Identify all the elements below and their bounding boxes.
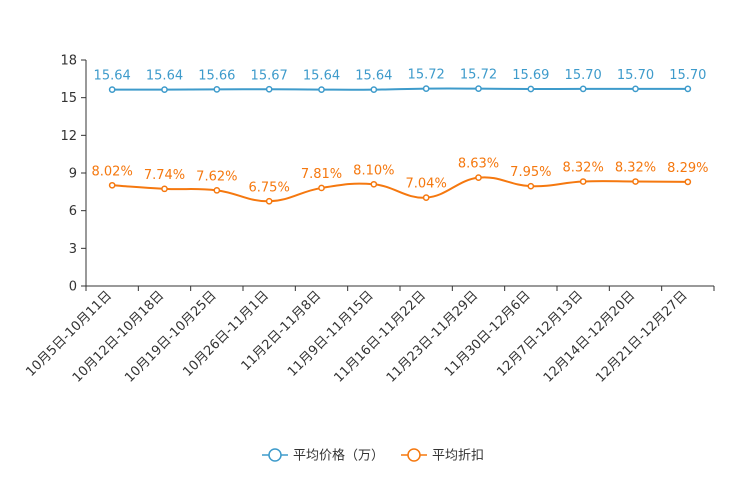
data-label: 8.02% (92, 164, 133, 179)
y-tick-label: 3 (69, 242, 77, 257)
data-point[interactable] (265, 85, 273, 93)
y-tick-label: 6 (69, 204, 77, 219)
data-point[interactable] (632, 178, 639, 185)
data-label: 15.70 (669, 68, 706, 83)
series-2 (108, 174, 692, 205)
x-tick-label: 10月12日-10月18日 (70, 288, 167, 385)
series-line (112, 176, 688, 203)
x-tick-label: 11月23日-11月29日 (384, 288, 481, 385)
data-point[interactable] (527, 85, 535, 93)
data-point[interactable] (108, 181, 116, 189)
data-label: 15.64 (303, 69, 340, 84)
legend-marker (407, 448, 421, 462)
labels-layer: 15.64 15.64 15.66 15.67 15.64 15.64 15.72 15.72… (92, 68, 709, 196)
series-layer (108, 85, 692, 205)
data-label: 7.74% (144, 168, 185, 183)
series-line (112, 87, 688, 91)
data-label: 8.32% (615, 161, 656, 176)
legend-label: 平均折扣 (432, 449, 484, 464)
data-point[interactable] (579, 178, 587, 185)
data-label: 8.32% (563, 161, 604, 176)
data-label: 7.62% (196, 169, 237, 184)
legend-marker (268, 448, 282, 462)
legend-item-2[interactable]: 平均折扣 (401, 448, 484, 464)
data-label: 15.64 (146, 69, 183, 84)
legend[interactable]: 平均价格（万） 平均折扣 (262, 448, 484, 464)
y-tick-label: 12 (60, 129, 77, 144)
x-tick-label: 12月21日-12月27日 (593, 288, 690, 385)
data-label: 7.95% (510, 165, 551, 180)
data-label: 15.72 (460, 68, 497, 83)
data-point[interactable] (579, 85, 587, 93)
y-tick-label: 18 (60, 54, 77, 69)
data-point[interactable] (370, 180, 378, 188)
data-point[interactable] (161, 185, 168, 193)
data-point[interactable] (370, 86, 378, 93)
y-tick-label: 0 (69, 280, 77, 295)
x-tick-label: 10月5日-10月11日 (23, 288, 115, 380)
x-tick-label: 10月19日-10月25日 (122, 288, 219, 385)
data-point[interactable] (632, 85, 639, 93)
data-point[interactable] (422, 194, 430, 201)
data-label: 7.04% (406, 177, 447, 192)
axes: 0 3 6 9 12 15 18 10月5日-10月11日10月12日-10月18日10月19… (23, 54, 715, 386)
legend-label: 平均价格（万） (293, 448, 384, 464)
data-label: 15.64 (94, 69, 131, 84)
y-tick-label: 9 (69, 167, 77, 182)
data-point[interactable] (684, 85, 692, 93)
data-label: 15.70 (617, 68, 654, 83)
data-point[interactable] (527, 182, 535, 190)
data-point[interactable] (684, 178, 692, 186)
data-point[interactable] (475, 85, 482, 92)
data-point[interactable] (161, 86, 168, 93)
data-label: 15.72 (408, 68, 445, 83)
x-tick-label: 12月14日-12月20日 (541, 288, 638, 385)
legend-item-1[interactable]: 平均价格（万） (262, 448, 384, 464)
data-point[interactable] (318, 184, 325, 192)
data-label: 15.67 (251, 68, 288, 83)
data-point[interactable] (108, 86, 116, 93)
data-label: 15.64 (355, 69, 392, 84)
data-label: 6.75% (249, 180, 290, 195)
data-point[interactable] (213, 186, 221, 194)
data-point[interactable] (318, 86, 325, 93)
data-point[interactable] (475, 174, 482, 181)
data-point[interactable] (213, 86, 221, 93)
data-point[interactable] (265, 197, 273, 205)
series-1 (108, 85, 692, 93)
data-label: 15.70 (565, 68, 602, 83)
data-label: 15.66 (198, 68, 235, 83)
data-label: 8.63% (458, 157, 499, 172)
data-label: 15.69 (512, 68, 549, 83)
data-label: 7.81% (301, 167, 342, 182)
data-label: 8.29% (667, 161, 708, 176)
x-tick-label: 11月16日-11月22日 (332, 288, 429, 385)
data-label: 8.10% (353, 163, 394, 178)
data-point[interactable] (422, 85, 430, 92)
y-tick-label: 15 (60, 91, 77, 106)
